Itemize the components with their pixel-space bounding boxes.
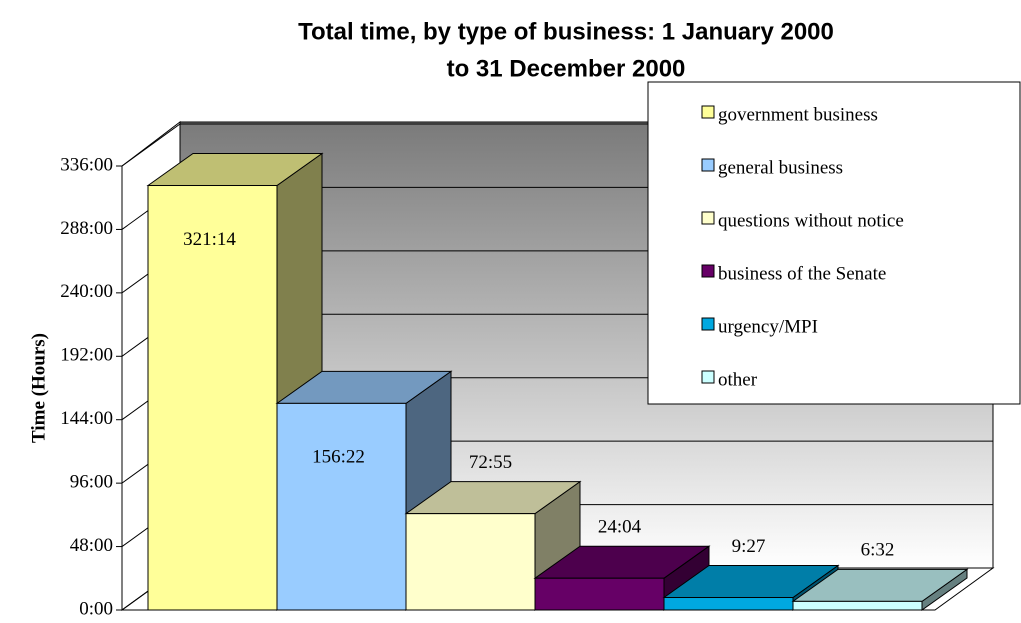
legend-box <box>647 81 1021 405</box>
y-tick-label: 336:00 <box>60 154 113 175</box>
legend-label: general business <box>718 157 843 178</box>
bar <box>534 577 665 611</box>
y-tick-label: 144:00 <box>60 408 113 429</box>
chart-title: to 31 December 2000 <box>447 55 686 82</box>
y-tick-label: 48:00 <box>70 535 113 556</box>
legend-swatch <box>701 264 715 278</box>
y-tick-label: 288:00 <box>60 218 113 239</box>
y-axis-label: Time (Hours) <box>28 333 49 443</box>
legend-label: government business <box>718 104 878 125</box>
legend-swatch <box>701 370 715 384</box>
y-tick-label: 240:00 <box>60 281 113 302</box>
value-label: 6:32 <box>861 540 895 561</box>
legend-swatch <box>701 158 715 172</box>
bar <box>147 185 278 611</box>
value-label: 321:14 <box>183 229 236 250</box>
value-label: 24:04 <box>598 517 642 538</box>
bar <box>792 600 923 611</box>
y-tick-label: 96:00 <box>70 472 113 493</box>
bar <box>276 402 407 611</box>
legend-label: other <box>718 369 758 390</box>
value-label: 9:27 <box>732 536 766 557</box>
bar <box>663 597 794 611</box>
bar <box>405 513 536 611</box>
legend-label: questions without notice <box>718 210 904 231</box>
legend-swatch <box>701 317 715 331</box>
y-tick-label: 0:00 <box>79 598 113 619</box>
y-tick-label: 192:00 <box>60 345 113 366</box>
value-label: 72:55 <box>469 452 512 473</box>
value-label: 156:22 <box>312 447 365 468</box>
legend: government business general business quest… <box>647 81 1021 405</box>
chart-title: Total time, by type of business: 1 Janua… <box>298 18 834 45</box>
legend-swatch <box>701 211 715 225</box>
legend-label: urgency/MPI <box>718 316 818 337</box>
legend-label: business of the Senate <box>718 263 886 284</box>
legend-swatch <box>701 105 715 119</box>
